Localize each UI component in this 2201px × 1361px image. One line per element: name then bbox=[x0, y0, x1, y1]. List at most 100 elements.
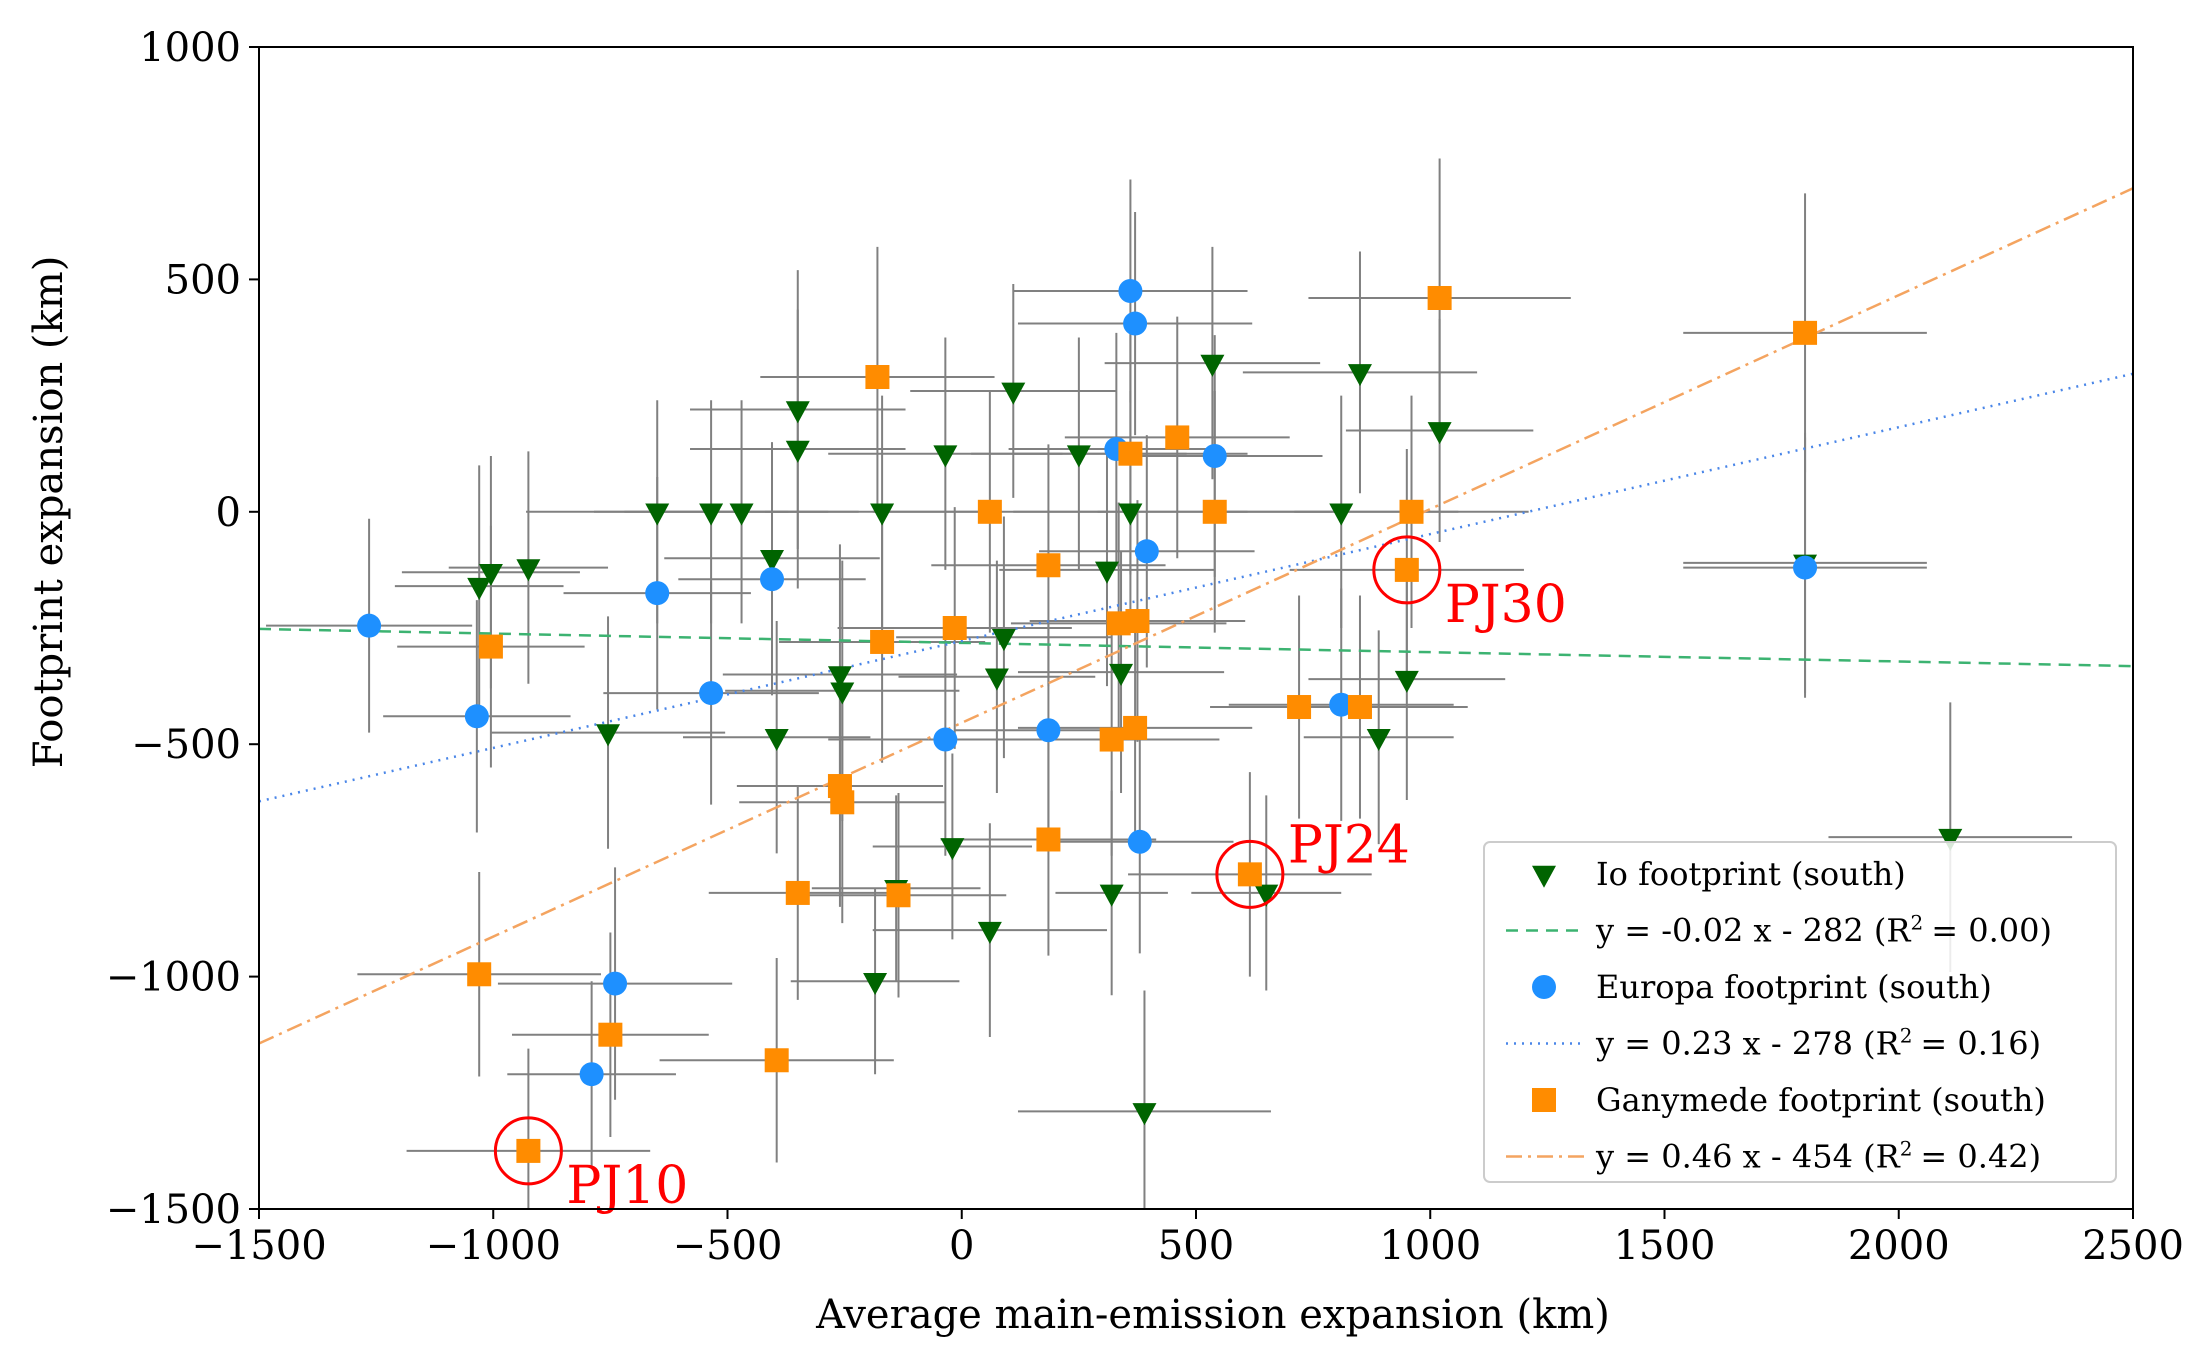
legend-fit-label: y = 0.46 x - 454 (R2 = 0.42) bbox=[1595, 1137, 2041, 1176]
y-tick-label: 0 bbox=[216, 490, 241, 536]
data-point-circle bbox=[699, 681, 724, 706]
data-point-triangle-down bbox=[645, 503, 670, 526]
data-point-square bbox=[1394, 557, 1419, 582]
annotation-circle bbox=[1215, 839, 1285, 909]
y-tick-label: −1500 bbox=[106, 1187, 241, 1233]
data-point-triangle-down bbox=[478, 563, 503, 587]
data-point-triangle-down bbox=[991, 629, 1016, 652]
data-point-triangle-down bbox=[516, 559, 541, 582]
legend-fit-superscript: 2 bbox=[1900, 1024, 1913, 1048]
x-tick-label: 1000 bbox=[1379, 1223, 1481, 1269]
data-point-triangle-down bbox=[1394, 670, 1419, 693]
data-point-triangle-down bbox=[827, 666, 852, 689]
data-point-triangle-down bbox=[940, 838, 965, 861]
legend-fit-superscript: 2 bbox=[1911, 911, 1924, 935]
data-point-square bbox=[1237, 862, 1262, 887]
y-tick-label: 1000 bbox=[139, 25, 241, 71]
legend-fit-r2: = 0.16) bbox=[1920, 1025, 2041, 1063]
data-point-circle bbox=[1793, 555, 1818, 580]
data-point-square bbox=[764, 1048, 789, 1073]
data-point-square bbox=[598, 1022, 623, 1047]
y-tick-label: −500 bbox=[131, 722, 241, 768]
data-point-triangle-down bbox=[870, 503, 895, 526]
data-point-triangle-down bbox=[729, 503, 754, 526]
data-point-triangle-down bbox=[863, 972, 888, 996]
data-point-triangle-down bbox=[830, 682, 855, 705]
x-tick-label: 0 bbox=[949, 1223, 974, 1269]
legend-label: Europa footprint (south) bbox=[1596, 968, 1992, 1006]
y-tick-label: −1000 bbox=[106, 955, 241, 1001]
x-tick-label: −1000 bbox=[426, 1223, 561, 1269]
annotation-circle bbox=[493, 1116, 563, 1186]
x-tick-label: 2500 bbox=[2082, 1223, 2184, 1269]
data-point-circle bbox=[1123, 311, 1148, 336]
data-point-triangle-down bbox=[764, 728, 789, 752]
data-point-square bbox=[1202, 499, 1227, 524]
data-point-triangle-down bbox=[1109, 663, 1134, 686]
data-point-triangle-down bbox=[760, 550, 785, 573]
data-point-triangle-down bbox=[1427, 422, 1452, 445]
data-point-square bbox=[1399, 499, 1424, 524]
annotations: PJ10 PJ24 PJ30 bbox=[493, 535, 1567, 1216]
y-tick-label: 500 bbox=[165, 257, 241, 303]
fit-line bbox=[259, 627, 2133, 668]
annotation-circle bbox=[1372, 535, 1442, 605]
data-point-triangle-down bbox=[1001, 382, 1026, 405]
data-point-triangle-down bbox=[467, 577, 492, 600]
data-point-square bbox=[942, 616, 967, 640]
legend-box bbox=[1483, 841, 2117, 1183]
data-point-circle bbox=[603, 971, 628, 996]
data-point-triangle-down bbox=[1366, 728, 1391, 752]
data-point-circle bbox=[933, 727, 958, 752]
axes: −1500 −1000 −500 0 500 1000 1500 2000 2500−1500−… bbox=[106, 25, 2184, 1269]
fit-line bbox=[259, 372, 2133, 803]
legend-fit-equation: y = 0.46 x - 454 (R bbox=[1595, 1138, 1901, 1176]
data-point-square bbox=[1118, 441, 1143, 466]
x-tick-label: −500 bbox=[673, 1223, 783, 1269]
data-point-square bbox=[1125, 609, 1150, 634]
legend: Io footprint (south) y = -0.02 x - 282 (R… bbox=[1483, 841, 2117, 1183]
legend-fit-r2: = 0.00) bbox=[1931, 912, 2052, 950]
data-point-triangle-down bbox=[785, 440, 810, 463]
data-point-circle bbox=[357, 613, 382, 638]
data-point-circle bbox=[1329, 692, 1354, 717]
data-point-circle bbox=[1134, 539, 1159, 564]
data-point-triangle-down bbox=[1132, 1103, 1157, 1126]
data-point-square bbox=[516, 1138, 541, 1163]
data-point-triangle-down bbox=[699, 503, 724, 526]
data-point-triangle-down bbox=[1200, 354, 1225, 377]
data-point-square bbox=[1099, 727, 1124, 752]
legend-fit-r2: = 0.42) bbox=[1920, 1138, 2041, 1176]
legend-marker-circle bbox=[1532, 975, 1556, 999]
data-point-square bbox=[1287, 695, 1312, 720]
x-axis-label: Average main-emission expansion (km) bbox=[815, 1292, 1610, 1338]
x-tick-label: −1500 bbox=[191, 1223, 326, 1269]
data-point-square bbox=[1036, 827, 1061, 852]
data-point-circle bbox=[1118, 279, 1143, 304]
data-point-triangle-down bbox=[1094, 561, 1119, 584]
data-point-square bbox=[1347, 695, 1372, 720]
data-point-square bbox=[870, 629, 895, 654]
data-point-circle bbox=[645, 581, 670, 606]
data-point-triangle-down bbox=[1066, 445, 1091, 468]
data-point-square bbox=[785, 880, 810, 905]
y-axis-label: Footprint expansion (km) bbox=[26, 256, 72, 769]
data-point-triangle-down bbox=[1099, 884, 1124, 907]
data-point-square bbox=[1036, 553, 1061, 578]
data-point-square bbox=[1427, 285, 1452, 310]
data-point-circle bbox=[1036, 718, 1061, 743]
data-point-circle bbox=[760, 567, 785, 592]
x-tick-label: 1500 bbox=[1614, 1223, 1716, 1269]
fit-line bbox=[259, 187, 2133, 1045]
legend-fit-equation: y = -0.02 x - 282 (R bbox=[1595, 912, 1911, 950]
data-point-square bbox=[830, 790, 855, 815]
legend-label: Io footprint (south) bbox=[1596, 855, 1906, 893]
data-point-triangle-down bbox=[1254, 884, 1279, 907]
annotation-label: PJ30 bbox=[1445, 575, 1567, 635]
data-point-square bbox=[1123, 715, 1148, 740]
data-point-triangle-down bbox=[933, 445, 958, 468]
data-point-square bbox=[865, 365, 890, 390]
data-point-circle bbox=[1127, 829, 1152, 854]
data-point-square bbox=[1165, 425, 1190, 450]
data-point-square bbox=[886, 883, 911, 908]
